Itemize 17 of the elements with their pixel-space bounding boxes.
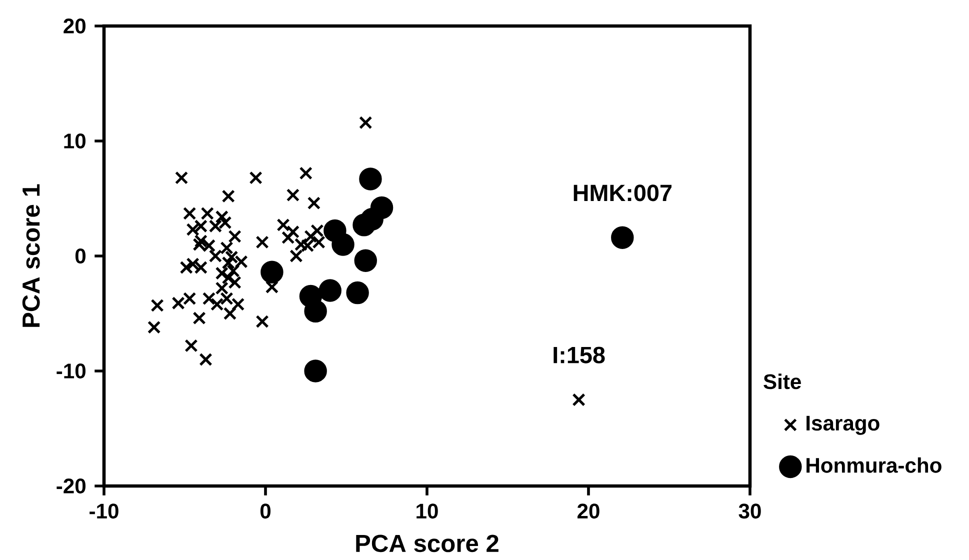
legend-label: Honmura-cho: [806, 457, 942, 473]
y-tick-label: 20: [64, 18, 86, 34]
x-tick-label: 10: [416, 504, 438, 519]
y-tick-label: 10: [64, 134, 86, 148]
annotation: I:158: [554, 346, 605, 364]
x-tick-label: -10: [90, 504, 118, 519]
y-axis-title: PCA score 1: [22, 184, 40, 327]
x-tick-label: 0: [260, 504, 271, 519]
legend-label: Isarago: [806, 416, 880, 435]
y-tick-label: 0: [75, 248, 86, 264]
x-tick-label: 20: [577, 504, 600, 519]
y-tick-label: -20: [56, 478, 86, 494]
annotation: HMK:007: [574, 184, 672, 202]
legend-title: Site: [764, 374, 801, 390]
x-tick-label: 30: [738, 504, 761, 519]
y-tick-label: -10: [56, 364, 86, 378]
x-axis-title: PCA score 2: [356, 534, 498, 552]
